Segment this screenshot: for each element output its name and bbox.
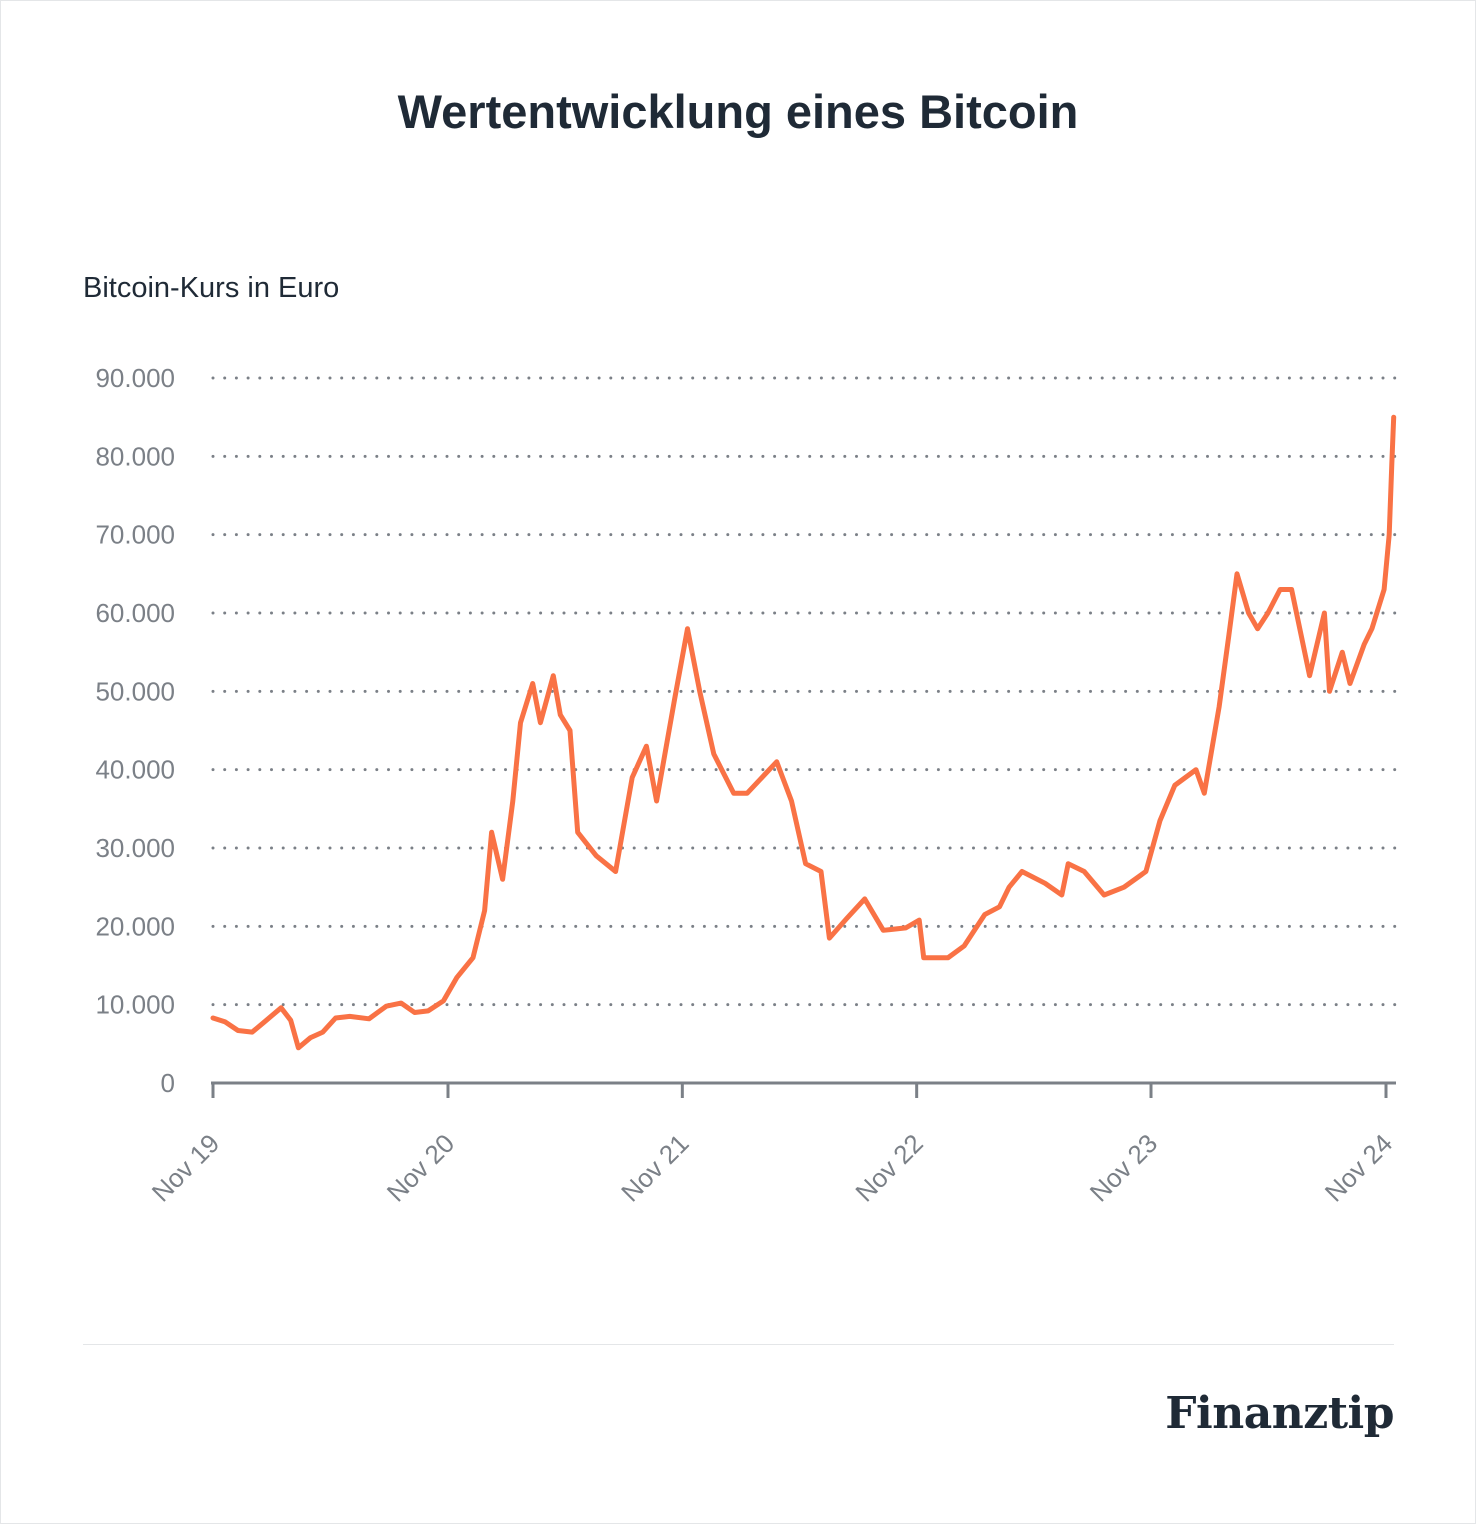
x-tick-label: Nov 23 — [1084, 1128, 1163, 1207]
x-tick-label: Nov 22 — [849, 1128, 928, 1207]
y-axis-label: Bitcoin-Kurs in Euro — [83, 272, 340, 304]
y-tick-label: 0 — [161, 1068, 175, 1098]
y-tick-label: 60.000 — [95, 598, 175, 628]
y-tick-label: 90.000 — [95, 363, 175, 393]
x-tick-label: Nov 19 — [146, 1128, 225, 1207]
y-tick-label: 50.000 — [95, 676, 175, 706]
y-tick-label: 20.000 — [95, 911, 175, 941]
finanztip-logo: Finanztip — [1165, 1388, 1394, 1439]
chart-title: Wertentwicklung eines Bitcoin — [397, 85, 1079, 138]
y-tick-label: 10.000 — [95, 990, 175, 1020]
x-tick-label: Nov 20 — [381, 1128, 460, 1207]
y-tick-label: 80.000 — [95, 441, 175, 471]
y-tick-label: 70.000 — [95, 520, 175, 550]
y-tick-label: 40.000 — [95, 755, 175, 785]
x-tick-label: Nov 24 — [1319, 1128, 1398, 1207]
x-tick-label: Nov 21 — [615, 1128, 694, 1207]
y-tick-label: 30.000 — [95, 833, 175, 863]
footer-divider — [83, 1344, 1394, 1345]
bitcoin-price-line — [210, 414, 1397, 1051]
